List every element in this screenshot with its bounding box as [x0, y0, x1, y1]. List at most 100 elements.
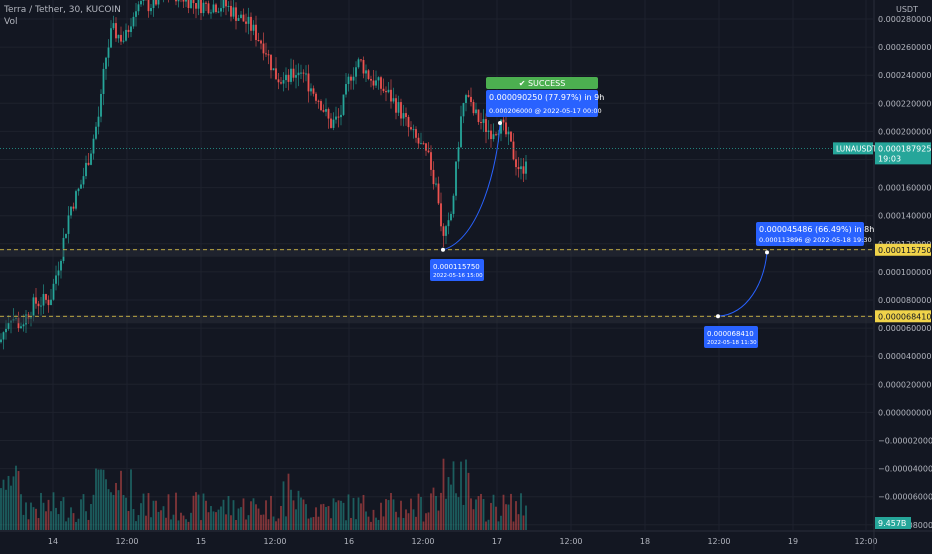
candle-body	[370, 78, 372, 81]
y-tick-label: 0.000200000	[878, 127, 931, 136]
volume-bar	[382, 516, 385, 530]
volume-bar	[252, 498, 255, 530]
candle-body	[360, 59, 362, 61]
candle-body	[382, 88, 385, 92]
candle-body	[477, 109, 480, 123]
volume-bar	[275, 521, 277, 530]
candle-body	[132, 16, 135, 27]
candle-body	[77, 188, 80, 192]
candle-body	[247, 16, 250, 24]
candle-body	[415, 129, 417, 138]
volume-bar	[482, 498, 485, 530]
volume-bar	[35, 508, 37, 530]
candle-body	[55, 275, 57, 284]
candle-body	[90, 153, 92, 165]
candle-body	[485, 119, 487, 132]
volume-bar	[502, 494, 505, 530]
candle-body	[40, 305, 42, 307]
volume-bar	[512, 521, 515, 530]
volume-bar	[340, 500, 342, 530]
volume-bar	[215, 512, 217, 530]
volume-bar	[472, 509, 475, 530]
candle-body	[455, 161, 457, 196]
volume-bar	[122, 494, 125, 530]
x-tick-label: 12:00	[559, 537, 582, 546]
candle-body	[427, 150, 430, 153]
candle-body	[222, 0, 225, 9]
y-tick-label: 0.000020000	[878, 380, 931, 389]
target-point-1[interactable]	[498, 120, 502, 125]
volume-bar	[505, 504, 507, 530]
volume-bar	[405, 509, 407, 530]
candle-body	[67, 215, 70, 234]
volume-bar	[400, 500, 402, 530]
anchor-label-1[interactable]	[430, 259, 484, 281]
candle-body	[135, 11, 137, 17]
y-tick-label: 0.000080000	[878, 296, 931, 305]
candle-body	[192, 0, 195, 4]
volume-bar	[267, 519, 270, 530]
candle-body	[345, 84, 347, 95]
volume-bar	[507, 504, 510, 530]
candle-body	[72, 206, 75, 209]
anchor-label-1-line1: 0.000115750	[433, 263, 480, 271]
anchor-label-2-line1: 0.000068410	[707, 330, 754, 338]
candle-body	[340, 114, 342, 118]
volume-bar	[350, 517, 352, 530]
anchor-point-2[interactable]	[716, 314, 720, 319]
volume-bar	[367, 516, 370, 530]
candle-body	[147, 0, 150, 12]
candle-body	[85, 162, 87, 177]
candle-body	[202, 2, 205, 14]
volume-bar	[127, 510, 130, 530]
x-tick-label: 18	[640, 537, 650, 546]
candle-body	[515, 159, 517, 168]
candle-body	[402, 113, 405, 119]
y-tick-label: 0.000220000	[878, 99, 931, 108]
level-badge-2	[875, 310, 931, 323]
y-tick-label: 0.000140000	[878, 212, 931, 221]
volume-bar	[15, 465, 17, 530]
volume-bar	[120, 470, 122, 530]
anchor-point-1[interactable]	[441, 247, 445, 252]
candle-body	[102, 68, 105, 94]
projection-label-2[interactable]	[756, 222, 864, 246]
last-price-value: 0.000187925	[878, 144, 931, 153]
x-tick-label: 12:00	[707, 537, 730, 546]
anchor-label-2[interactable]	[704, 326, 758, 348]
candle-body	[182, 0, 185, 2]
volume-bar	[135, 521, 137, 530]
volume-bar	[470, 498, 472, 530]
candle-body	[307, 73, 310, 92]
volume-bar	[445, 498, 447, 530]
volume-bar	[387, 500, 390, 530]
volume-bar	[355, 519, 357, 530]
candle-body	[277, 79, 280, 83]
volume-bar	[510, 493, 512, 530]
y-tick-label: −0.000020000	[878, 437, 932, 446]
candle-body	[507, 131, 510, 135]
symbol-title[interactable]: Terra / Tether, 30, KUCOIN	[4, 5, 121, 15]
volume-bar	[102, 469, 105, 530]
projection-label-1[interactable]	[486, 90, 598, 117]
candle-body	[462, 103, 465, 117]
volume-bar	[60, 501, 62, 530]
target-point-2[interactable]	[765, 250, 769, 255]
volume-bar	[477, 496, 480, 530]
candle-body	[242, 14, 245, 22]
volume-bar	[190, 512, 192, 530]
volume-bar	[175, 492, 177, 530]
volume-bar	[377, 519, 380, 530]
volume-bar	[140, 503, 142, 530]
volume-bar	[380, 502, 382, 530]
candle-body	[445, 226, 447, 236]
candle-body	[105, 57, 107, 69]
candle-body	[37, 303, 40, 307]
x-tick-label: 15	[196, 537, 206, 546]
volume-bar	[265, 500, 267, 530]
volume-bar	[0, 488, 2, 530]
y-tick-label: 0.000000000	[878, 408, 931, 417]
candle-body	[250, 16, 252, 31]
volume-bar	[57, 514, 60, 530]
